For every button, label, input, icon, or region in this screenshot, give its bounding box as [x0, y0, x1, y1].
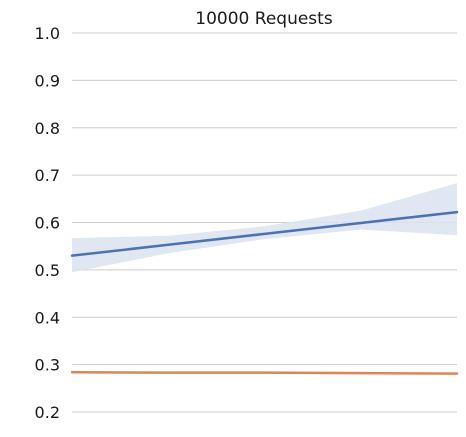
y-tick-label: 0.5	[35, 261, 60, 280]
y-tick-label: 0.6	[35, 214, 60, 233]
y-axis-ticks: 0.2 0.3 0.4 0.5 0.6 0.7 0.8 0.9 1.0	[35, 24, 60, 422]
series-lines	[70, 210, 459, 375]
confidence-band-1	[72, 183, 457, 273]
confidence-bands	[72, 183, 457, 273]
gridlines	[72, 32, 457, 413]
y-tick-label: 0.2	[35, 403, 60, 422]
y-tick-label: 0.9	[35, 71, 60, 90]
series-line-1	[70, 210, 459, 257]
series-line-2	[70, 370, 459, 375]
y-tick-label: 0.7	[35, 166, 60, 185]
chart-title: 10000 Requests	[195, 9, 333, 29]
y-tick-label: 1.0	[35, 24, 60, 43]
y-tick-label: 0.8	[35, 119, 60, 138]
y-tick-label: 0.3	[35, 356, 60, 375]
y-tick-label: 0.4	[35, 308, 60, 327]
